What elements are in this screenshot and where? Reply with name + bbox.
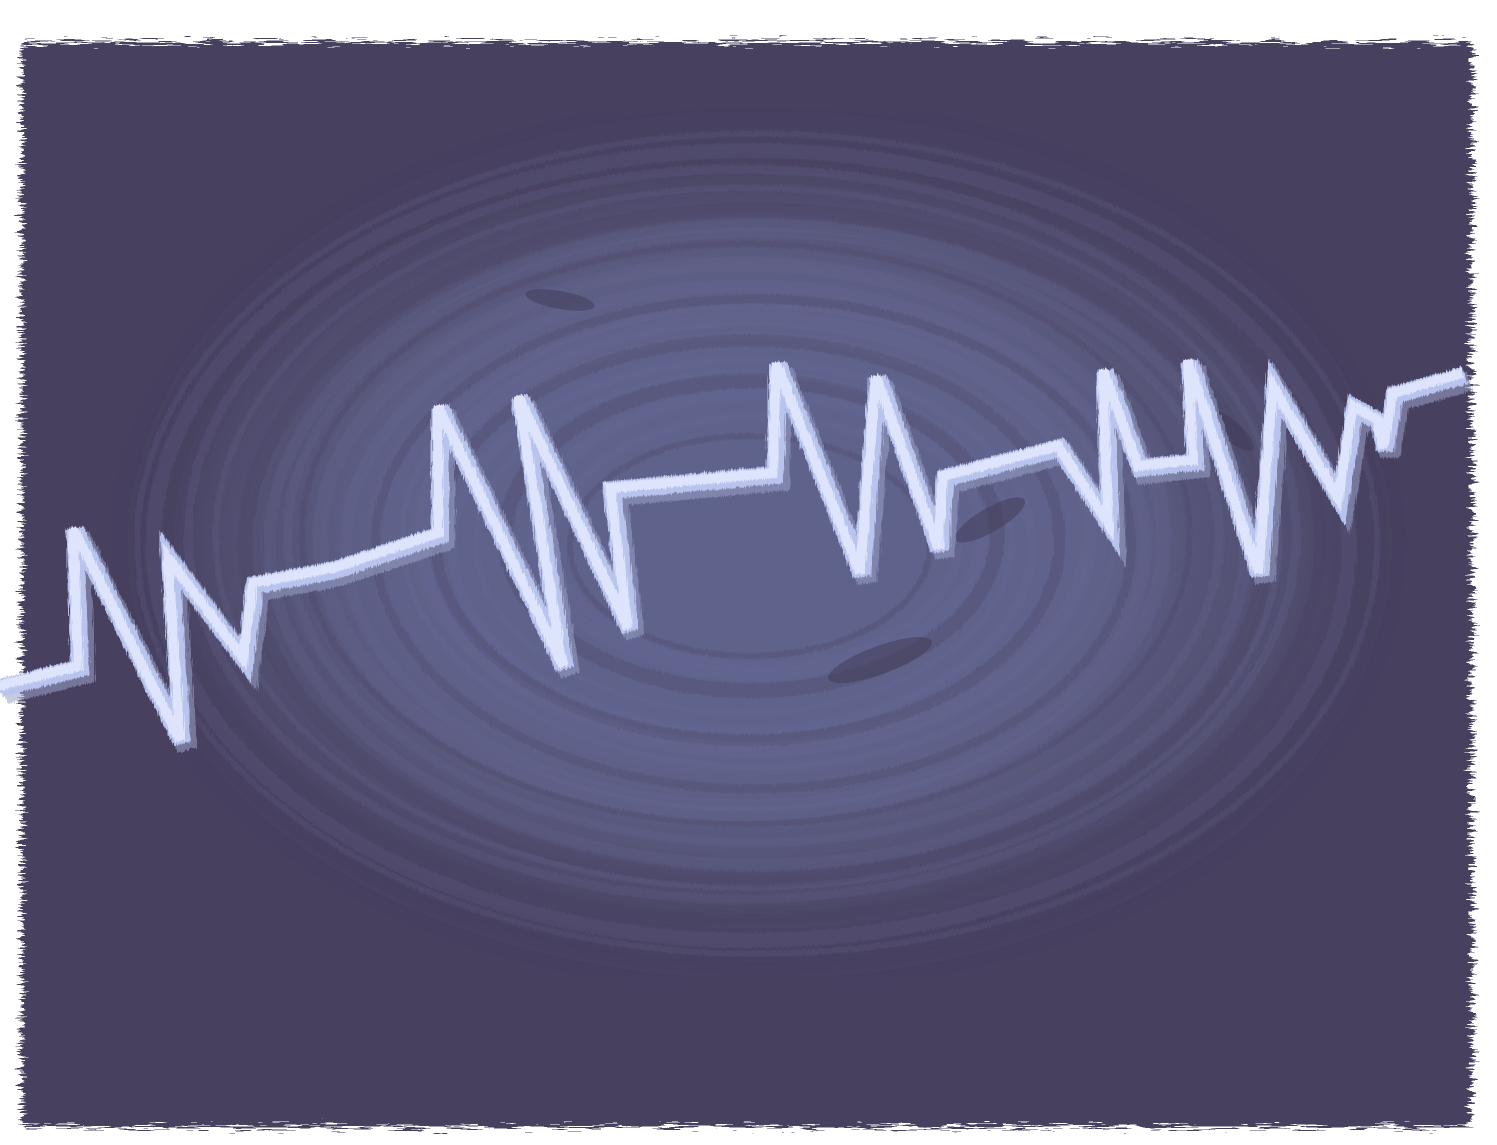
swirl-ring	[161, 153, 1326, 926]
swirl-ring	[282, 228, 1224, 848]
swirl-ring	[339, 279, 1152, 812]
swirl-ring	[183, 164, 1301, 904]
swirl-ring	[212, 184, 1283, 891]
waveform-highlight-stroke	[0, 358, 1465, 743]
heartbeat-waveform	[0, 358, 1473, 753]
scuff-mark	[954, 497, 1026, 543]
swirl-ring	[312, 256, 1172, 822]
swirl-glow	[110, 107, 1404, 967]
swirl-ring	[298, 241, 1193, 828]
swirl-ring	[472, 369, 1015, 716]
scuff-mark	[525, 289, 595, 311]
swirl-ring	[370, 294, 1136, 794]
swirl-ring	[145, 142, 1357, 948]
swirl-ring	[110, 107, 1404, 967]
swirl-ring	[134, 130, 1381, 957]
scuff-marks	[525, 289, 1254, 683]
scuff-mark	[828, 637, 932, 683]
swirl-ring	[527, 388, 988, 681]
